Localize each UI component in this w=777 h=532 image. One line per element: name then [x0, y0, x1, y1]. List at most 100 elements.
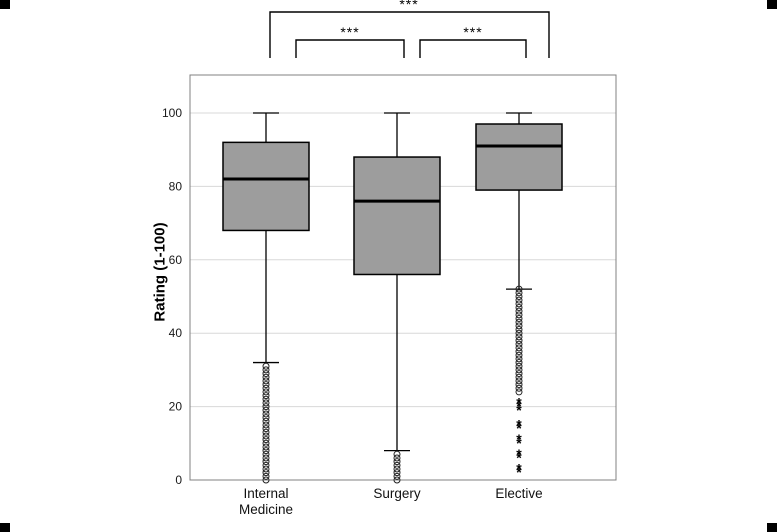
outlier-circle — [515, 384, 523, 392]
outlier-circle — [393, 476, 401, 484]
outlier-star: * — [516, 460, 522, 476]
outlier-circle — [262, 469, 270, 477]
outlier-circle — [262, 432, 270, 440]
outlier-circle — [393, 465, 401, 473]
y-tick-label: 40 — [169, 326, 183, 340]
outlier-circle — [515, 373, 523, 381]
outlier-circle — [515, 300, 523, 308]
outlier-circle — [262, 458, 270, 466]
sig-bracket — [269, 11, 550, 58]
outlier-circle — [262, 395, 270, 403]
box-group-3: *********** — [475, 112, 563, 480]
outlier-circle — [262, 406, 270, 414]
outlier-circle — [515, 289, 523, 297]
outlier-circle — [515, 329, 523, 337]
iqr-box — [353, 156, 441, 276]
box-group-2 — [353, 112, 441, 484]
outlier-circle — [515, 381, 523, 389]
outlier-circle — [515, 348, 523, 356]
outlier-circle — [515, 355, 523, 363]
outlier-circle — [515, 366, 523, 374]
outlier-circle — [515, 333, 523, 341]
outlier-circle — [515, 322, 523, 330]
sig-bracket — [295, 39, 405, 58]
outlier-circle — [262, 443, 270, 451]
outlier-circle — [262, 392, 270, 400]
y-axis-title: Rating (1-100) — [151, 222, 169, 322]
outlier-circle — [515, 337, 523, 345]
corner-mark — [0, 523, 10, 532]
sig-label: *** — [399, 0, 418, 12]
y-tick-label: 20 — [169, 400, 183, 414]
y-tick-label: 0 — [175, 473, 182, 487]
outlier-circle — [515, 377, 523, 385]
outlier-circle — [515, 359, 523, 367]
outlier-circle — [515, 351, 523, 359]
outlier-circle — [515, 362, 523, 370]
outlier-circle — [393, 458, 401, 466]
outlier-circle — [515, 388, 523, 396]
outlier-circle — [515, 318, 523, 326]
outlier-circle — [262, 436, 270, 444]
sig-bracket — [419, 39, 527, 58]
outlier-star: * — [516, 435, 522, 451]
category-label-surgery: Surgery — [373, 486, 421, 501]
iqr-box — [222, 141, 310, 232]
outlier-circle — [393, 461, 401, 469]
y-tick-label: 60 — [169, 253, 183, 267]
outlier-circle — [515, 296, 523, 304]
outlier-circle — [262, 450, 270, 458]
outlier-circle — [262, 465, 270, 473]
outlier-circle — [262, 439, 270, 447]
sig-label: *** — [463, 24, 482, 40]
outlier-circle — [262, 476, 270, 484]
outlier-circle — [262, 377, 270, 385]
iqr-box — [475, 123, 563, 191]
outlier-circle — [262, 403, 270, 411]
plot-frame — [189, 74, 617, 481]
outlier-circle — [393, 450, 401, 458]
outlier-circle — [515, 326, 523, 334]
outlier-star: * — [516, 402, 522, 418]
outlier-star: * — [516, 416, 522, 432]
corner-mark — [767, 523, 777, 532]
outlier-star: * — [516, 449, 522, 465]
outlier-circle — [515, 344, 523, 352]
outlier-circle — [262, 447, 270, 455]
category-label-elective: Elective — [495, 486, 543, 501]
box-group-1 — [222, 112, 310, 484]
outlier-circle — [262, 461, 270, 469]
outlier-circle — [262, 454, 270, 462]
outlier-circle — [262, 362, 270, 370]
outlier-circle — [262, 421, 270, 429]
outlier-circle — [262, 417, 270, 425]
outlier-circle — [262, 381, 270, 389]
outlier-circle — [515, 315, 523, 323]
outlier-star: * — [516, 464, 522, 480]
outlier-circle — [262, 428, 270, 436]
y-tick-label: 80 — [169, 179, 183, 193]
outlier-circle — [262, 384, 270, 392]
sig-label: *** — [340, 24, 359, 40]
outlier-circle — [262, 370, 270, 378]
outlier-star: * — [516, 394, 522, 410]
outlier-circle — [515, 285, 523, 293]
outlier-circle — [262, 399, 270, 407]
outlier-star: * — [516, 420, 522, 436]
outlier-circle — [515, 304, 523, 312]
corner-mark — [0, 0, 10, 9]
outlier-circle — [393, 454, 401, 462]
outlier-circle — [262, 373, 270, 381]
outlier-star: * — [516, 446, 522, 462]
outlier-circle — [393, 469, 401, 477]
outlier-star: * — [516, 431, 522, 447]
outlier-circle — [515, 293, 523, 300]
corner-mark — [767, 0, 777, 9]
outlier-circle — [262, 414, 270, 422]
category-label-internal-medicine: Internal Medicine — [238, 486, 294, 517]
outlier-circle — [262, 388, 270, 396]
outlier-circle — [393, 472, 401, 480]
outlier-circle — [262, 410, 270, 418]
